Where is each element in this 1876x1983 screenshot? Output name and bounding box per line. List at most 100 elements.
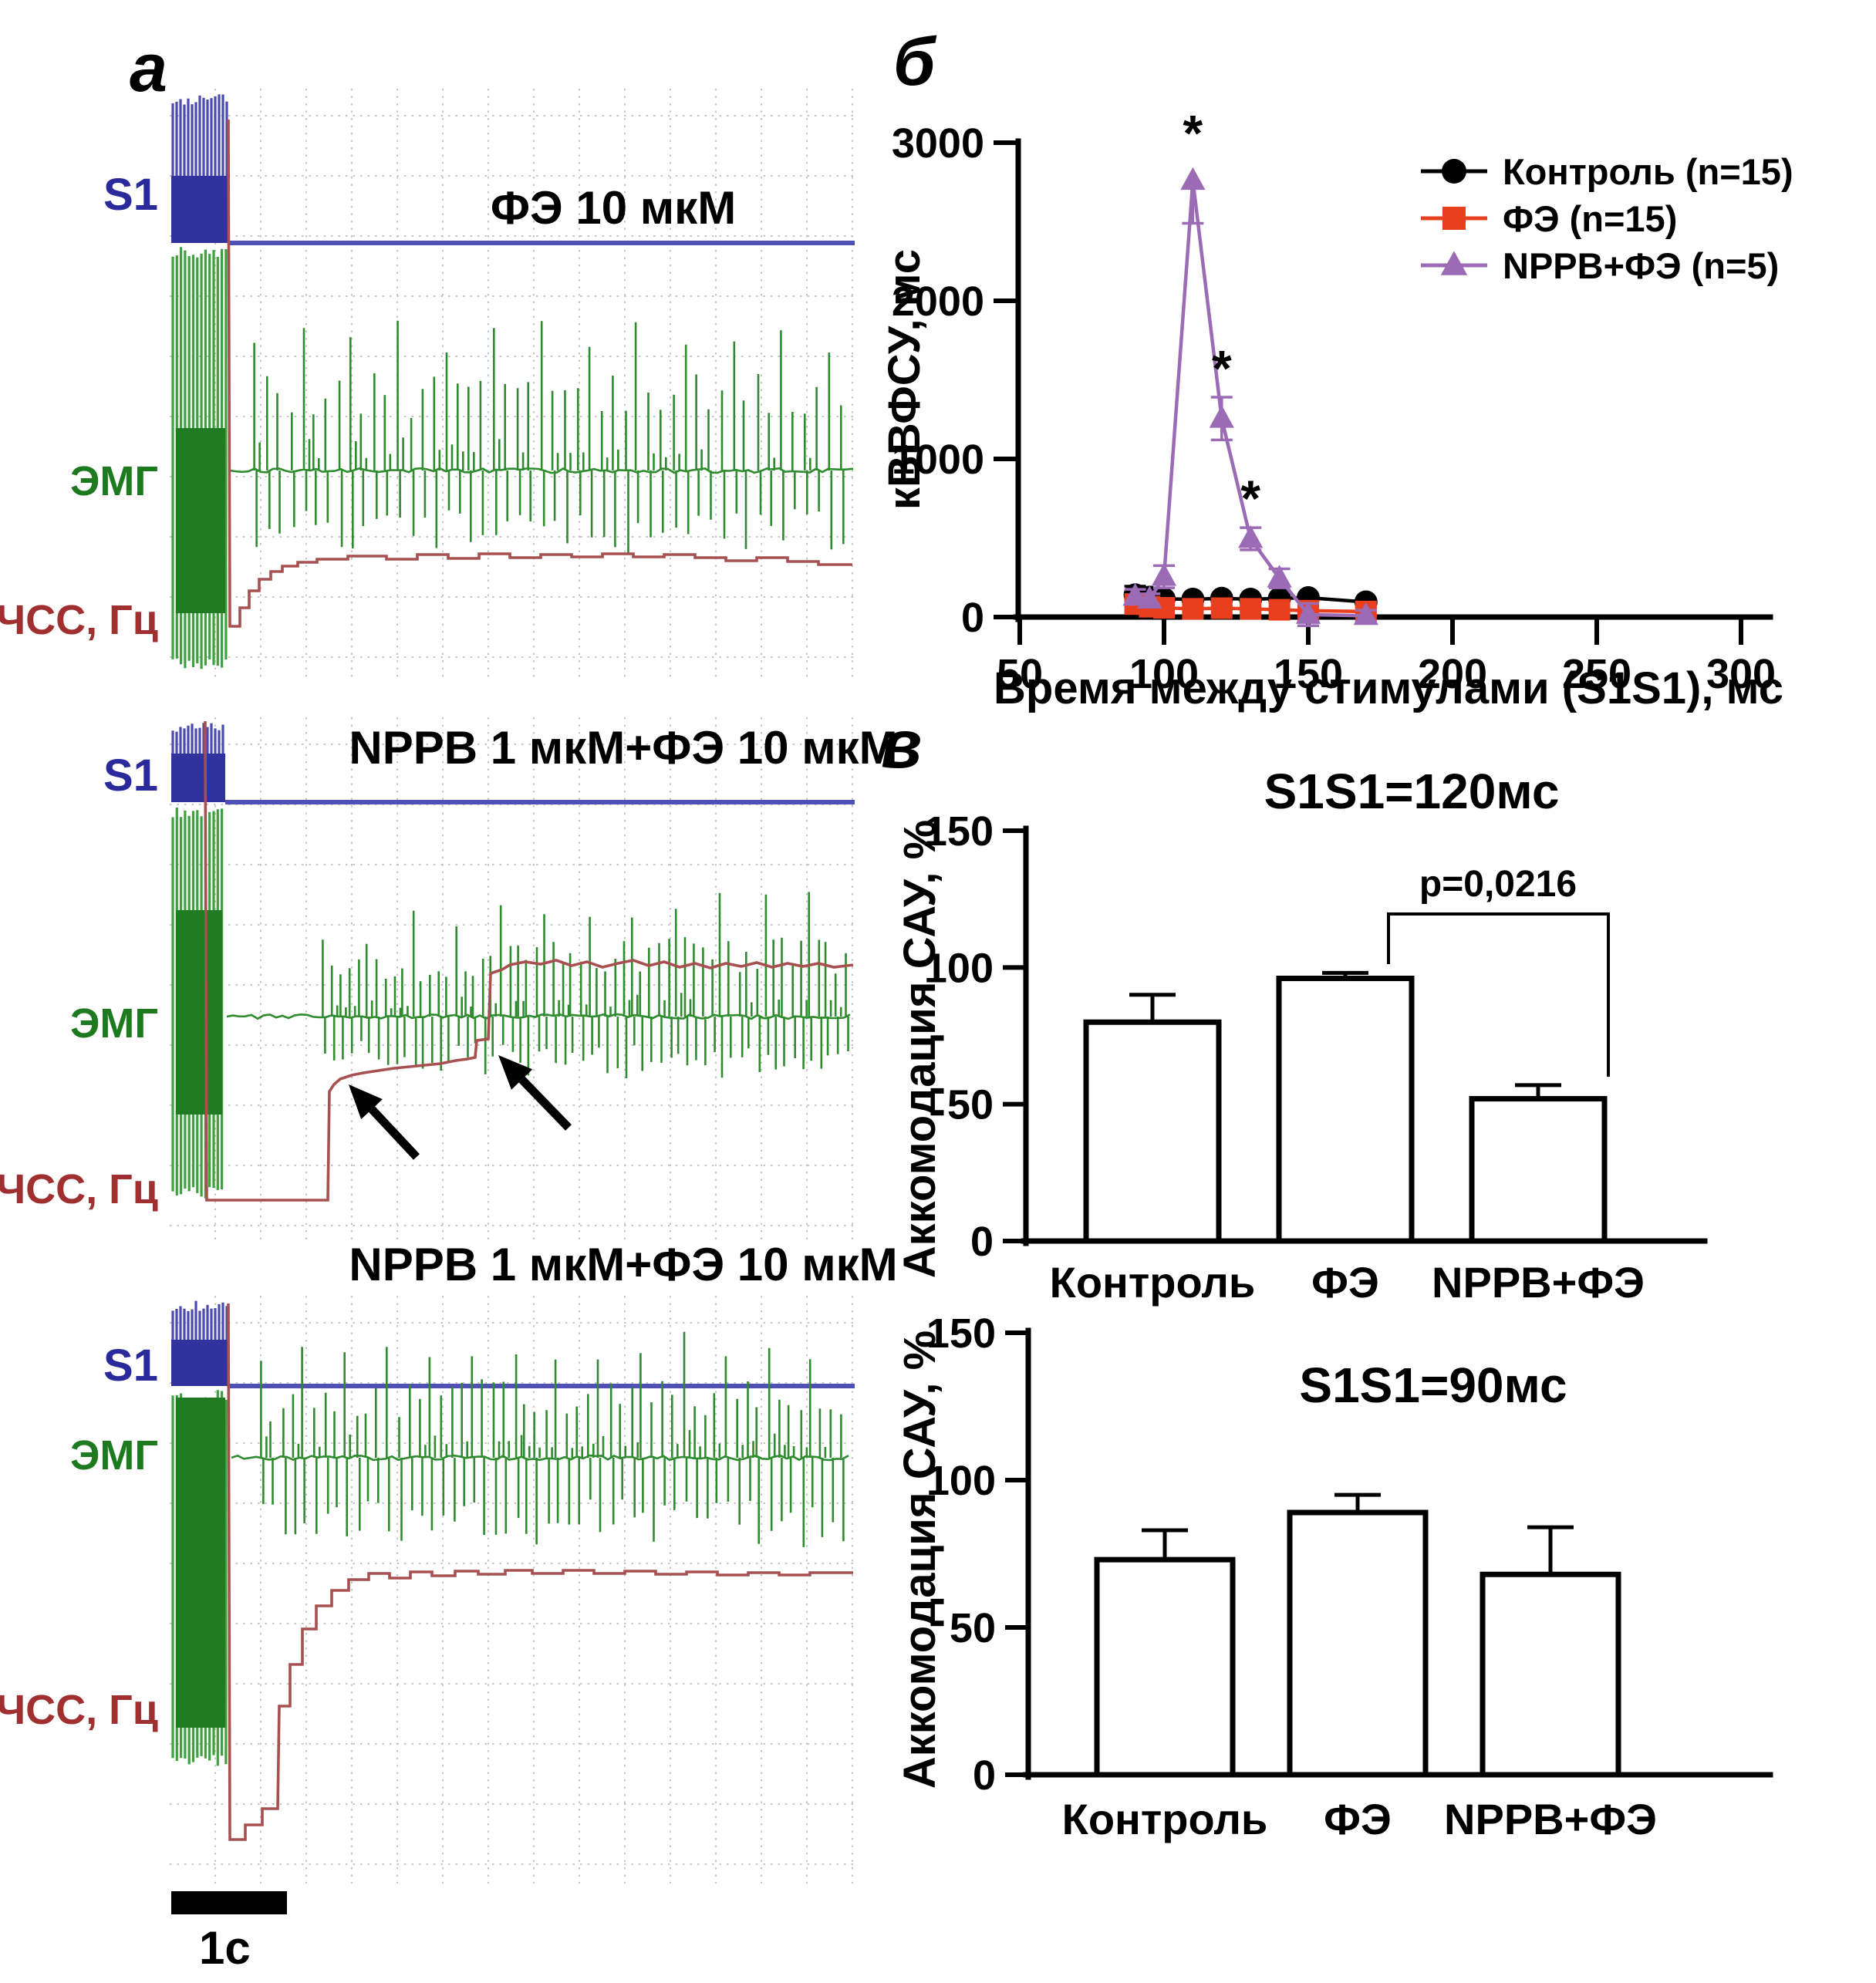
trace-title: ФЭ 10 мкМ xyxy=(491,182,736,234)
data-point-triangle xyxy=(1295,601,1321,624)
panel-a: а ФЭ 10 мкМ S1 ЭМГ ЧСС, Гц NPPB 1 мкМ+ФЭ… xyxy=(0,29,898,1974)
category-label: NPPB+ФЭ xyxy=(1444,1795,1657,1843)
chart-title: S1S1=90мс xyxy=(1299,1357,1567,1413)
category-label: Контроль xyxy=(1062,1795,1268,1843)
y-tick-label: 150 xyxy=(924,808,994,855)
data-point-square xyxy=(1240,598,1262,620)
heart-rate-trace xyxy=(227,119,852,628)
data-point-circle xyxy=(1442,159,1466,184)
x-tick-label: 150 xyxy=(1274,651,1343,697)
x-tick-label: 100 xyxy=(1129,651,1199,697)
hr-label: ЧСС, Гц xyxy=(0,597,158,643)
annotation-arrowhead xyxy=(498,1055,533,1090)
p-value-label: p=0,0216 xyxy=(1419,864,1577,905)
x-tick-label: 200 xyxy=(1418,651,1487,697)
y-tick-label: 50 xyxy=(947,1082,994,1128)
error-bar xyxy=(1129,993,1176,1023)
s1-burst-core xyxy=(171,1340,228,1386)
bar-ФЭ xyxy=(1276,976,1415,1244)
hr-label: ЧСС, Гц xyxy=(0,1166,158,1212)
panel-a-label: а xyxy=(130,29,167,106)
s1-burst-core xyxy=(171,176,228,243)
y-tick-label: 0 xyxy=(973,1752,996,1799)
bar-chart-90ms: S1S1=90мс Аккомодация САУ, % 0 50 100 150 Ко… xyxy=(895,1310,1773,1843)
trace-graphics xyxy=(170,1296,855,1884)
y-tick-label: 50 xyxy=(950,1605,996,1651)
scalebar xyxy=(171,1891,287,1914)
emg-trace xyxy=(226,892,851,1078)
emg-label: ЭМГ xyxy=(70,1000,158,1047)
legend-item-fe: ФЭ (n=15) xyxy=(1503,198,1677,239)
category-label: ФЭ xyxy=(1324,1795,1392,1843)
panel-v: в S1S1=120мс Аккомодация САУ, % 0 50 100 15… xyxy=(881,706,1773,1843)
y-axis-label: Аккомодация САУ, % xyxy=(895,820,945,1278)
panel-b: б 0 1000 2000 3000 50 100 150 200 250 300 * * * кВВФ… xyxy=(879,23,1793,713)
emg-burst-core xyxy=(176,428,225,613)
trace-graphics xyxy=(170,717,855,1242)
y-tick-label: 150 xyxy=(926,1310,996,1357)
s1-burst-core xyxy=(171,754,225,802)
grid-lines xyxy=(170,89,855,677)
error-bar xyxy=(1334,1492,1381,1513)
significance-star: * xyxy=(1183,104,1203,161)
line-chart: 0 1000 2000 3000 50 100 150 200 250 300 * * * xyxy=(892,104,1776,697)
annotation-arrowhead xyxy=(349,1084,383,1120)
bar-chart-120ms: S1S1=120мс Аккомодация САУ, % 0 50 100 150 К… xyxy=(895,764,1708,1307)
chart-title: S1S1=120мс xyxy=(1264,764,1560,819)
x-tick-label: 250 xyxy=(1562,651,1631,697)
trace-panel-fe: ФЭ 10 мкМ S1 ЭМГ ЧСС, Гц xyxy=(0,89,855,677)
y-tick-label: 2000 xyxy=(892,278,984,325)
data-point-square xyxy=(1268,599,1291,621)
heart-rate-trace xyxy=(227,1303,853,1841)
significance-star: * xyxy=(1212,340,1232,397)
emg-trace xyxy=(231,1331,849,1547)
y-axis-label: Аккомодация САУ, % xyxy=(895,1330,945,1789)
y-tick-label: 0 xyxy=(961,595,984,641)
data-point-triangle xyxy=(1180,167,1206,191)
heart-rate-trace xyxy=(204,720,854,1202)
s1-label: S1 xyxy=(103,1341,158,1391)
hr-label: ЧСС, Гц xyxy=(0,1687,158,1733)
emg-label: ЭМГ xyxy=(70,1432,158,1479)
data-point-triangle xyxy=(1353,602,1378,626)
error-bar xyxy=(1322,970,1368,979)
annotation-arrow xyxy=(518,1076,572,1131)
category-label: ФЭ xyxy=(1311,1258,1379,1307)
error-bars xyxy=(1124,180,1377,628)
x-tick-label: 50 xyxy=(997,651,1043,697)
y-tick-label: 100 xyxy=(926,1458,996,1504)
legend-item-control: Контроль (n=15) xyxy=(1503,151,1793,192)
data-point-triangle xyxy=(1209,405,1234,428)
grid-lines xyxy=(170,717,855,1242)
y-tick-label: 1000 xyxy=(892,437,984,483)
y-tick-label: 100 xyxy=(924,945,994,991)
legend: Контроль (n=15) ФЭ (n=15) NPPB+ФЭ (n=5) xyxy=(1421,151,1793,286)
data-point-triangle xyxy=(1440,251,1468,275)
scalebar-label: 1с xyxy=(199,1922,251,1974)
bar-ФЭ xyxy=(1287,1509,1429,1778)
x-axis-label: Время между стимулами (S1S1), мс xyxy=(994,663,1783,713)
trace-title: NPPB 1 мкМ+ФЭ 10 мкМ xyxy=(349,722,897,774)
trace-title: NPPB 1 мкМ+ФЭ 10 мкМ xyxy=(349,1239,897,1290)
y-tick-label: 0 xyxy=(970,1219,994,1265)
data-point-triangle xyxy=(1151,563,1177,586)
bar-chart-graphics: 0 50 100 150 Контроль ФЭ NPPB+ФЭ xyxy=(926,1310,1773,1843)
bar-NPPB+ФЭ xyxy=(1469,1096,1608,1244)
bar-Контроль xyxy=(1083,1019,1222,1244)
annotation-arrow xyxy=(369,1106,420,1160)
error-bar xyxy=(1142,1528,1188,1560)
s1-stimulus-burst xyxy=(171,94,228,243)
bar-chart-graphics: 0 50 100 150 Контроль ФЭ NPPB+ФЭ xyxy=(924,808,1708,1307)
data-point-triangle xyxy=(1122,582,1148,606)
bar-Контроль xyxy=(1094,1556,1236,1778)
emg-label: ЭМГ xyxy=(70,458,158,504)
data-point-square xyxy=(1182,598,1204,620)
trace-panel-nppb-fe-2: NPPB 1 мкМ+ФЭ 10 мкМ S1 ЭМГ ЧСС, Гц xyxy=(0,1239,898,1884)
significance-star: * xyxy=(1240,470,1260,527)
trace-graphics xyxy=(170,89,855,677)
panel-b-label: б xyxy=(893,23,937,99)
emg-trace xyxy=(229,320,854,553)
trace-panel-nppb-fe-1: NPPB 1 мкМ+ФЭ 10 мкМ S1 ЭМГ ЧСС, Гц xyxy=(0,717,898,1242)
